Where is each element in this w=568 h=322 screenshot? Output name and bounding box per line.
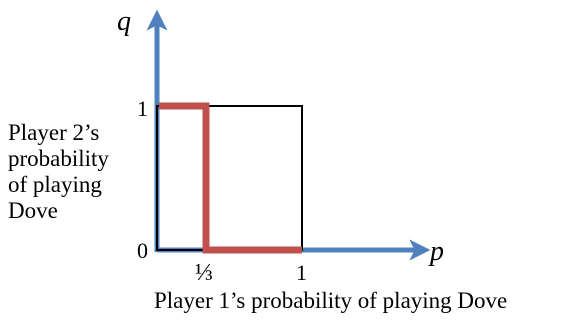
y-label-line: probability — [8, 146, 109, 171]
y-label-line: Dove — [8, 198, 58, 223]
origin-label: 0 — [137, 238, 148, 263]
y-axis-variable: q — [117, 6, 131, 37]
x-axis-label: Player 1’s probability of playing Dove — [154, 288, 508, 313]
x-axis-variable: p — [428, 236, 444, 267]
y-axis-label: Player 2’s probability of playing Dove — [8, 120, 158, 224]
x-tick-third: ⅓ — [195, 260, 213, 286]
y-label-line: Player 2’s — [8, 120, 100, 145]
y-label-line: of playing — [8, 172, 102, 197]
y-tick-one: 1 — [137, 96, 148, 121]
unit-square — [156, 105, 303, 251]
best-response-path — [159, 102, 302, 254]
x-tick-one: 1 — [296, 260, 307, 285]
